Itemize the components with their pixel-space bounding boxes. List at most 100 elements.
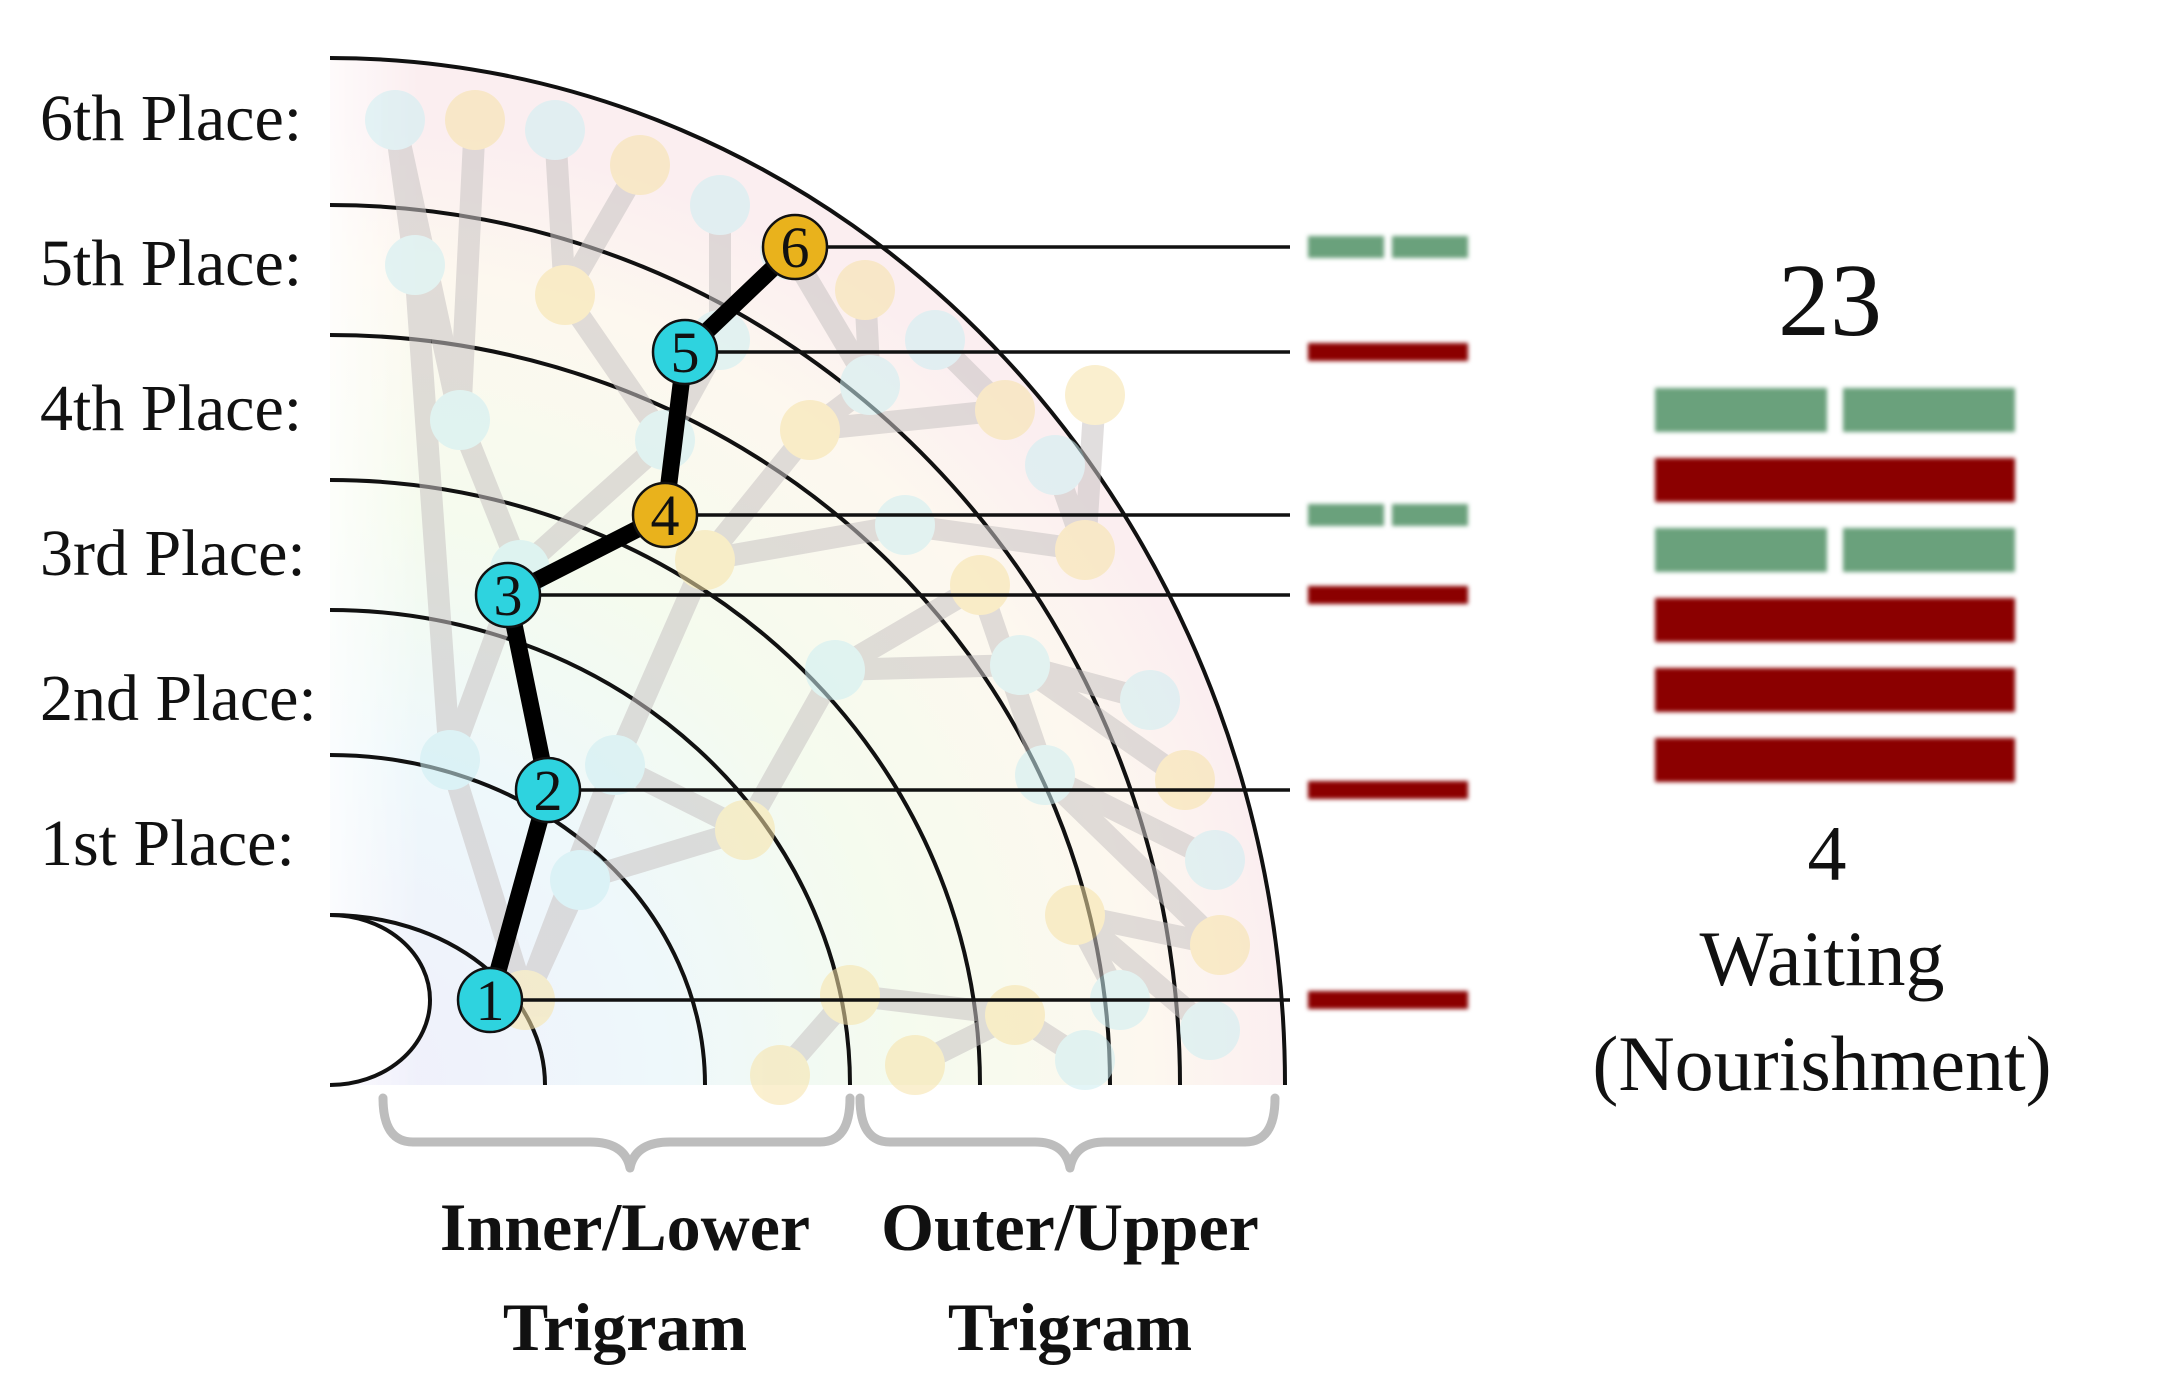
tree-node (875, 495, 935, 555)
tree-node (1015, 745, 1075, 805)
tree-branch (449, 109, 486, 431)
tree-node (820, 965, 880, 1025)
tree-branch (799, 399, 1016, 441)
tree-node (675, 530, 735, 590)
hexagram-line-yang (1655, 668, 2015, 712)
tree-node (1180, 1000, 1240, 1060)
line-marker-yin-left (1308, 504, 1384, 526)
tree-branch (824, 654, 1031, 681)
tree-node (550, 850, 610, 910)
hexagram-panel: 23 4 Waiting (Nourishment) (1592, 243, 2051, 1107)
tree-branch (1034, 764, 1231, 956)
path-node-3: 3 (474, 561, 542, 629)
tree-node (750, 1045, 810, 1105)
tree-branch (1009, 654, 1196, 791)
tree-node (1065, 365, 1125, 425)
line-markers (1308, 236, 1468, 1009)
place-labels: 6th Place: 5th Place: 4th Place: 3rd Pla… (40, 82, 317, 880)
hexagram-lines (1655, 388, 2015, 782)
hexagram-sequence: 4 (1808, 810, 1847, 897)
path-node-label: 3 (494, 563, 523, 628)
line-marker-yang (1308, 781, 1468, 799)
hexagram-line-yang (1655, 458, 2015, 502)
tree-node (780, 400, 840, 460)
trigram-braces (378, 1093, 1280, 1173)
place-label-5: 5th Place: (40, 227, 302, 300)
place-label-6: 6th Place: (40, 82, 302, 155)
tree-branch (439, 749, 536, 1011)
tree-node (690, 175, 750, 235)
hexagram-subtitle: (Nourishment) (1592, 1020, 2051, 1107)
tree-node (840, 355, 900, 415)
path-node-label: 4 (651, 483, 680, 548)
tree-node (445, 90, 505, 150)
inner-trigram-label-line1: Inner/Lower (440, 1189, 810, 1265)
place-label-3: 3rd Place: (40, 517, 306, 590)
inner-brace (378, 1093, 855, 1173)
line-marker-yin-left (1308, 236, 1384, 258)
line-marker-yang (1308, 991, 1468, 1009)
tree-node (835, 260, 895, 320)
path-node-5: 5 (651, 318, 719, 386)
line-marker-yang (1308, 586, 1468, 604)
hexagram-name: Waiting (1699, 915, 1944, 1002)
tree-node (365, 90, 425, 150)
trigram-labels: Inner/Lower Trigram Outer/Upper Trigram (440, 1189, 1259, 1365)
place-label-4: 4th Place: (40, 372, 302, 445)
tree-branch (694, 514, 916, 571)
tree-node (420, 730, 480, 790)
line-marker-yin-right (1392, 504, 1468, 526)
hexagram-path: 1 2 3 4 5 6 (456, 213, 829, 1034)
hexagram-line-yang (1655, 738, 2015, 782)
tree-node (715, 800, 775, 860)
line-marker-yang (1308, 343, 1468, 361)
path-node-label: 1 (476, 968, 505, 1033)
hexagram-line-yang (1655, 598, 2015, 642)
path-segment-1 (481, 781, 557, 1009)
place-label-1: 1st Place: (40, 807, 295, 880)
tree-node (430, 390, 490, 450)
tree-node (535, 265, 595, 325)
tree-node (1045, 885, 1105, 945)
path-node-1: 1 (456, 966, 524, 1034)
tree-node (975, 380, 1035, 440)
path-node-2: 2 (514, 756, 582, 824)
arc-6 (329, 56, 1287, 1086)
tree-node (950, 555, 1010, 615)
tree-branch (734, 659, 846, 841)
tree-node (1025, 435, 1085, 495)
tree-node (610, 135, 670, 195)
tree-node (1185, 830, 1245, 890)
tree-node (1120, 670, 1180, 730)
tree-node (585, 735, 645, 795)
hexagram-line-yin-left (1655, 528, 1827, 572)
inner-trigram-label-line2: Trigram (503, 1289, 747, 1365)
tree-branch (509, 429, 676, 581)
tree-node (985, 985, 1045, 1045)
tree-node (805, 640, 865, 700)
tree-node (905, 310, 965, 370)
arc-0 (329, 913, 547, 1086)
path-node-label: 6 (781, 215, 810, 280)
tree-branch (404, 254, 461, 771)
tree-branch (894, 514, 1096, 561)
hexagram-number: 23 (1778, 243, 1882, 358)
tree-node (1190, 915, 1250, 975)
tree-node (525, 100, 585, 160)
path-node-4: 4 (631, 481, 699, 549)
outer-trigram-label-line2: Trigram (948, 1289, 1192, 1365)
hexagram-line-yin-right (1843, 388, 2015, 432)
place-label-2: 2nd Place: (40, 662, 317, 735)
outer-trigram-label-line1: Outer/Upper (881, 1189, 1259, 1265)
line-marker-yin-right (1392, 236, 1468, 258)
tree-node (885, 1035, 945, 1095)
tree-node (1055, 520, 1115, 580)
path-node-label: 2 (534, 758, 563, 823)
hexagram-line-yin-right (1843, 528, 2015, 572)
hexagram-line-yin-left (1655, 388, 1827, 432)
arc-1 (329, 753, 707, 1086)
tree-node (1155, 750, 1215, 810)
path-node-label: 5 (671, 320, 700, 385)
inner-core (329, 913, 432, 1087)
